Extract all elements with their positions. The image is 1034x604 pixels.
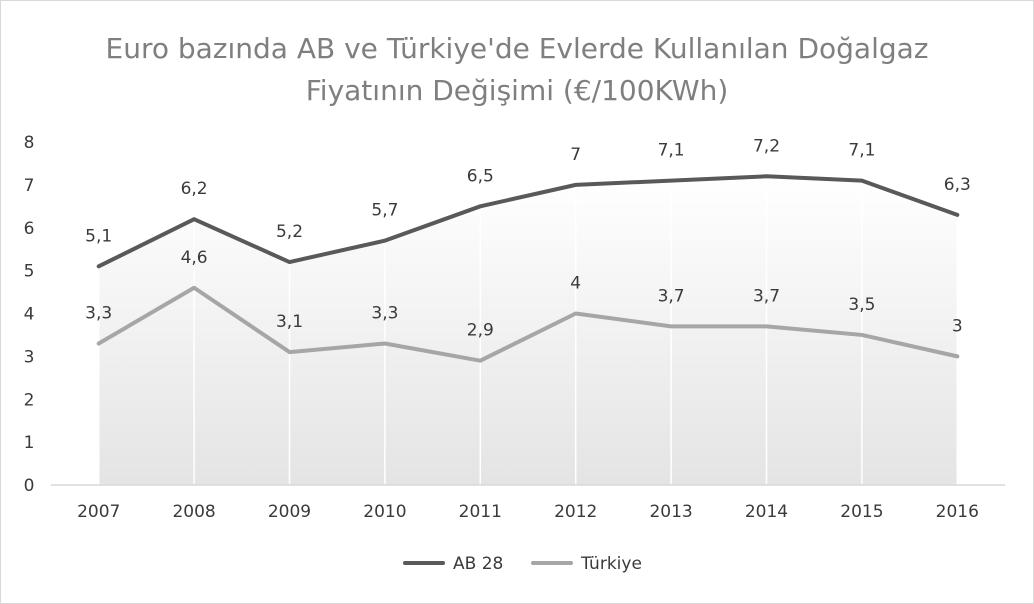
data-label-türkiye-2008: 4,6 [181, 248, 208, 268]
data-label-ab-28-2007: 5,1 [85, 226, 112, 246]
series-line-ab-28 [96, 174, 960, 269]
chart-title-line-2: Fiyatının Değişimi (€/100KWh) [306, 74, 729, 107]
x-tick-label-2015: 2015 [840, 502, 883, 522]
data-label-ab-28-2012: 7 [570, 145, 581, 165]
x-tick-label-2011: 2011 [459, 502, 502, 522]
data-label-türkiye-2015: 3,5 [848, 295, 875, 315]
y-tick-label-1: 1 [24, 433, 35, 453]
plot-area: 0 1 2 3 4 5 6 7 8 2007 2008 2009 2010 2011 2012 2013 201… [24, 133, 1005, 522]
data-label-ab-28-2008: 6,2 [181, 179, 208, 199]
chart-title-line-1: Euro bazında AB ve Türkiye'de Evlerde Ku… [106, 32, 929, 65]
y-tick-label-3: 3 [24, 347, 35, 367]
legend: AB 28 Türkiye [403, 554, 642, 574]
y-tick-label-5: 5 [24, 262, 35, 282]
data-label-ab-28-2011: 6,5 [467, 166, 494, 186]
data-label-ab-28-2010: 5,7 [371, 201, 398, 221]
x-tick-label-2010: 2010 [363, 502, 406, 522]
x-tick-label-2014: 2014 [745, 502, 788, 522]
data-label-ab-28-2014: 7,2 [753, 136, 780, 156]
x-tick-label-2008: 2008 [172, 502, 215, 522]
y-tick-label-4: 4 [24, 305, 35, 325]
y-tick-label-0: 0 [24, 476, 35, 496]
plot-background-fill [98, 176, 958, 486]
x-tick-label-2013: 2013 [649, 502, 692, 522]
y-tick-label-2: 2 [24, 390, 35, 410]
data-label-ab-28-2009: 5,2 [276, 222, 303, 242]
x-tick-label-2007: 2007 [77, 502, 120, 522]
series-line-türkiye [96, 285, 960, 363]
legend-label-türkiye: Türkiye [580, 554, 642, 574]
y-tick-label-6: 6 [24, 219, 35, 239]
data-label-türkiye-2009: 3,1 [276, 312, 303, 332]
y-tick-label-7: 7 [24, 176, 35, 196]
data-label-türkiye-2011: 2,9 [467, 321, 494, 341]
data-label-türkiye-2014: 3,7 [753, 286, 780, 306]
x-tick-label-2012: 2012 [554, 502, 597, 522]
x-tick-label-2016: 2016 [936, 502, 979, 522]
data-label-ab-28-2016: 6,3 [944, 175, 971, 195]
data-label-ab-28-2015: 7,1 [848, 141, 875, 161]
data-label-türkiye-2016: 3 [952, 316, 963, 336]
data-label-türkiye-2007: 3,3 [85, 304, 112, 324]
data-label-türkiye-2013: 3,7 [658, 286, 685, 306]
x-tick-label-2009: 2009 [268, 502, 311, 522]
data-label-ab-28-2013: 7,1 [658, 141, 685, 161]
y-tick-label-8: 8 [24, 133, 35, 153]
legend-label-ab-28: AB 28 [453, 554, 503, 574]
data-label-türkiye-2010: 3,3 [371, 304, 398, 324]
data-label-türkiye-2012: 4 [570, 274, 581, 294]
